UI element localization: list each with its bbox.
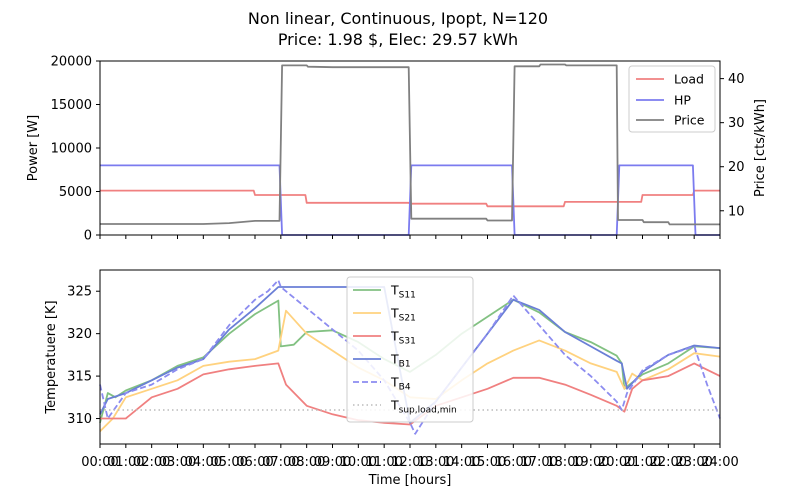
legend-label-load: Load xyxy=(674,72,704,87)
bottom-x-tick-label: 12:00 xyxy=(391,455,428,470)
top-legend-box xyxy=(628,65,716,133)
legend-label-ts11: TS11 xyxy=(390,283,416,301)
bottom-y-tick-label: 320 xyxy=(67,327,92,342)
bottom-x-tick-label: 19:00 xyxy=(572,455,609,470)
top-panel: 0 5000 10000 15000 20000 10 20 30 40 Power [W] P… xyxy=(26,55,768,244)
bottom-x-tick-label: 22:00 xyxy=(650,455,687,470)
top-legend: Load HP Price xyxy=(628,65,716,133)
bottom-x-tick-label: 20:00 xyxy=(598,455,635,470)
bottom-legend: TS11 TS21 TS31 TB1 TB4 Tsup,load,min xyxy=(346,276,474,423)
legend-tsup-sub: sup,load,min xyxy=(399,406,457,416)
bottom-x-tick-label: 05:00 xyxy=(210,455,247,470)
legend-ts21-sub: S21 xyxy=(399,314,416,324)
top-y-tick-label: 15000 xyxy=(51,98,92,113)
series-tb1-line xyxy=(99,286,721,424)
bottom-x-axis-label: Time [hours] xyxy=(368,473,452,488)
legend-tb4-sub: B4 xyxy=(399,383,411,393)
top-y-axis-label: Power [W] xyxy=(26,115,41,181)
legend-ts31-sub: S31 xyxy=(399,337,416,347)
legend-ts11-main: T xyxy=(390,283,399,298)
top-series-layer xyxy=(100,63,720,236)
bottom-x-tick-label: 09:00 xyxy=(314,455,351,470)
top-y-tick-label: 0 xyxy=(84,229,92,244)
bottom-y-tick-label: 325 xyxy=(67,285,92,300)
series-hp-line xyxy=(100,164,720,236)
bottom-x-tick-label: 24:00 xyxy=(701,455,738,470)
bottom-x-tick-label: 04:00 xyxy=(185,455,222,470)
top-y2-tick-label: 40 xyxy=(728,72,745,87)
legend-label-ts31: TS31 xyxy=(390,329,416,347)
legend-tsup-main: T xyxy=(390,398,399,413)
bottom-x-tick-label: 17:00 xyxy=(520,455,557,470)
bottom-panel: 310 315 320 325 00:0001:0002:0003:0004:0005:… xyxy=(44,269,739,488)
bottom-axis-ticks: 310 315 320 325 00:0001:0002:0003:0004:0005:… xyxy=(67,285,739,470)
bottom-x-tick-label: 23:00 xyxy=(675,455,712,470)
chart-subtitle: Price: 1.98 $, Elec: 29.57 kWh xyxy=(278,30,518,49)
bottom-x-tick-label: 07:00 xyxy=(262,455,299,470)
legend-label-ts21: TS21 xyxy=(390,306,416,324)
series-ts31-line xyxy=(100,362,721,426)
top-y-tick-label: 5000 xyxy=(59,185,92,200)
chart-title: Non linear, Continuous, Ipopt, N=120 xyxy=(248,9,548,28)
bottom-x-tick-label: 02:00 xyxy=(133,455,170,470)
bottom-x-tick-label: 00:00 xyxy=(81,455,118,470)
bottom-y-tick-label: 310 xyxy=(67,412,92,427)
legend-label-price: Price xyxy=(674,113,705,128)
bottom-x-tick-label: 21:00 xyxy=(624,455,661,470)
series-tb4-line xyxy=(99,279,721,435)
bottom-x-tick-label: 03:00 xyxy=(159,455,196,470)
bottom-x-tick-label: 15:00 xyxy=(469,455,506,470)
legend-label-tb1: TB1 xyxy=(390,352,411,370)
bottom-y-tick-label: 315 xyxy=(67,370,92,385)
top-y-tick-label: 20000 xyxy=(51,55,92,70)
bottom-x-tick-label: 13:00 xyxy=(417,455,454,470)
bottom-plot-frame xyxy=(99,269,721,445)
bottom-x-tick-label: 06:00 xyxy=(236,455,273,470)
bottom-x-tick-label: 08:00 xyxy=(288,455,325,470)
top-y2-tick-label: 30 xyxy=(728,116,745,131)
legend-tb1-sub: B1 xyxy=(399,360,411,370)
legend-ts11-sub: S11 xyxy=(399,291,416,301)
bottom-x-tick-label: 10:00 xyxy=(340,455,377,470)
legend-tb1-main: T xyxy=(390,352,399,367)
top-axis-ticks: 0 5000 10000 15000 20000 10 20 30 40 xyxy=(51,55,745,244)
legend-label-tb4: TB4 xyxy=(390,375,411,393)
top-y2-axis-label: Price [cts/kWh] xyxy=(753,99,768,197)
top-y2-tick-label: 20 xyxy=(728,160,745,175)
top-y-tick-label: 10000 xyxy=(51,142,92,157)
bottom-x-tick-label: 01:00 xyxy=(107,455,144,470)
legend-ts21-main: T xyxy=(390,306,399,321)
legend-label-hp: HP xyxy=(674,93,691,108)
legend-ts31-main: T xyxy=(390,329,399,344)
series-load-line xyxy=(100,189,720,208)
bottom-y-axis-label: Temperatuere [K] xyxy=(44,300,59,414)
top-y2-tick-label: 10 xyxy=(728,204,745,219)
legend-label-tsup: Tsup,load,min xyxy=(390,398,457,416)
top-plot-frame xyxy=(99,60,721,236)
legend-tb4-main: T xyxy=(390,375,399,390)
bottom-x-tick-label: 16:00 xyxy=(495,455,532,470)
series-price-line xyxy=(100,63,720,226)
bottom-x-tick-label: 18:00 xyxy=(546,455,583,470)
bottom-x-tick-label: 14:00 xyxy=(443,455,480,470)
bottom-x-tick-label: 11:00 xyxy=(365,455,402,470)
